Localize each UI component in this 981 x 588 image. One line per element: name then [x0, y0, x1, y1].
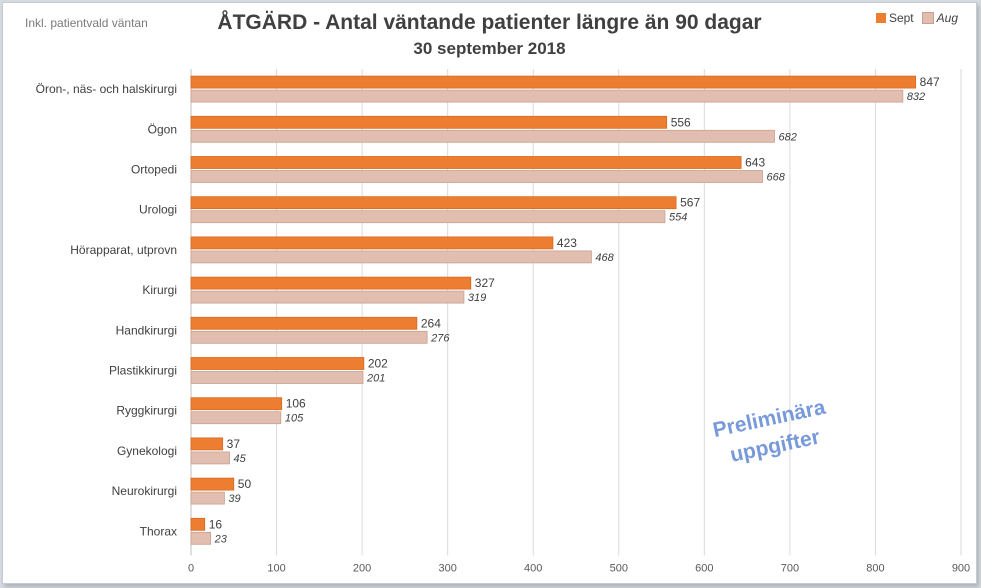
data-label-sept: 567	[680, 196, 700, 210]
bar-sept	[190, 357, 365, 370]
legend-label-aug: Aug	[936, 11, 958, 25]
bar-sept	[190, 156, 742, 169]
bar-sept	[190, 316, 418, 330]
category-label: Hörapparat, utprovn	[70, 243, 177, 257]
data-label-aug: 45	[234, 453, 247, 465]
bar-sept	[190, 437, 224, 451]
legend-swatch-sept	[875, 13, 886, 23]
category-label: Plastikkirurgi	[109, 364, 177, 378]
data-label-sept: 847	[920, 75, 940, 89]
category-label: Ryggkirurgi	[116, 404, 177, 418]
x-tick-label: 300	[438, 562, 456, 574]
legend-item-sept: Sept	[875, 11, 914, 25]
x-tick-label: 200	[353, 562, 371, 574]
bar-aug	[190, 129, 775, 143]
category-label: Urologi	[139, 203, 177, 217]
chart-subtitle: 30 september 2018	[413, 39, 566, 58]
bar-sept	[190, 236, 554, 250]
bar-aug	[190, 250, 592, 264]
category-label: Thorax	[140, 524, 177, 538]
data-label-sept: 106	[286, 397, 306, 411]
data-label-aug: 682	[778, 131, 796, 143]
data-label-aug: 23	[214, 533, 228, 545]
legend-swatch-aug	[921, 12, 934, 24]
legend-item-aug: Aug	[921, 11, 958, 25]
bar-sept	[190, 75, 917, 89]
x-tick-label: 900	[952, 562, 970, 574]
data-label-aug: 319	[468, 292, 486, 304]
bar-sept	[190, 276, 472, 290]
bar-aug	[190, 210, 666, 224]
bar-aug	[190, 411, 282, 425]
bar-aug	[190, 170, 763, 183]
category-label: Öron-, näs- och halskirurgi	[36, 82, 177, 96]
category-label: Kirurgi	[142, 283, 177, 297]
bar-sept	[190, 196, 677, 210]
chart-legend: Sept Aug	[875, 11, 958, 25]
bar-aug	[190, 371, 364, 384]
data-label-aug: 39	[228, 493, 240, 505]
data-label-sept: 37	[227, 437, 241, 451]
data-label-sept: 556	[671, 115, 691, 129]
data-label-sept: 202	[368, 357, 388, 371]
bar-aug	[190, 451, 230, 465]
x-tick-label: 600	[695, 562, 713, 574]
bar-aug	[190, 89, 904, 103]
bar-aug	[190, 531, 212, 545]
bar-sept	[190, 115, 668, 129]
data-label-aug: 105	[285, 413, 304, 425]
category-label: Gynekologi	[117, 444, 177, 458]
data-label-aug: 276	[430, 332, 450, 344]
data-label-sept: 50	[238, 477, 252, 491]
chart-note: Inkl. patientvald väntan	[25, 16, 148, 30]
x-tick-label: 400	[524, 562, 542, 574]
category-label: Neurokirurgi	[112, 484, 177, 498]
data-label-sept: 327	[475, 276, 495, 290]
data-label-sept: 423	[557, 236, 577, 250]
data-label-sept: 264	[421, 316, 441, 330]
data-label-sept: 643	[745, 156, 765, 170]
data-label-aug: 668	[767, 172, 786, 184]
data-label-aug: 201	[366, 373, 385, 385]
bar-sept	[190, 397, 283, 411]
bar-aug	[190, 491, 225, 505]
category-label: Ögon	[148, 122, 177, 136]
category-label: Handkirurgi	[116, 323, 177, 337]
legend-label-sept: Sept	[888, 11, 914, 25]
x-tick-label: 500	[610, 562, 628, 574]
bar-sept	[190, 477, 235, 491]
data-label-aug: 468	[595, 252, 614, 264]
bar-chart: 0 100 200 300 400 500 600 700 800 900 Öron-, näs- …	[36, 69, 970, 574]
x-tick-label: 800	[866, 562, 884, 574]
x-tick-label: 700	[781, 562, 799, 574]
category-label: Ortopedi	[131, 163, 177, 177]
bar-aug	[190, 290, 465, 304]
chart-title: ÅTGÄRD - Antal väntande patienter längre…	[217, 11, 762, 34]
data-label-sept: 16	[209, 517, 223, 531]
x-tick-label: 0	[188, 562, 194, 574]
data-label-aug: 554	[669, 212, 687, 224]
bar-aug	[190, 330, 428, 344]
x-tick-label: 100	[267, 562, 285, 574]
bar-sept	[190, 517, 206, 531]
data-label-aug: 832	[907, 91, 925, 103]
